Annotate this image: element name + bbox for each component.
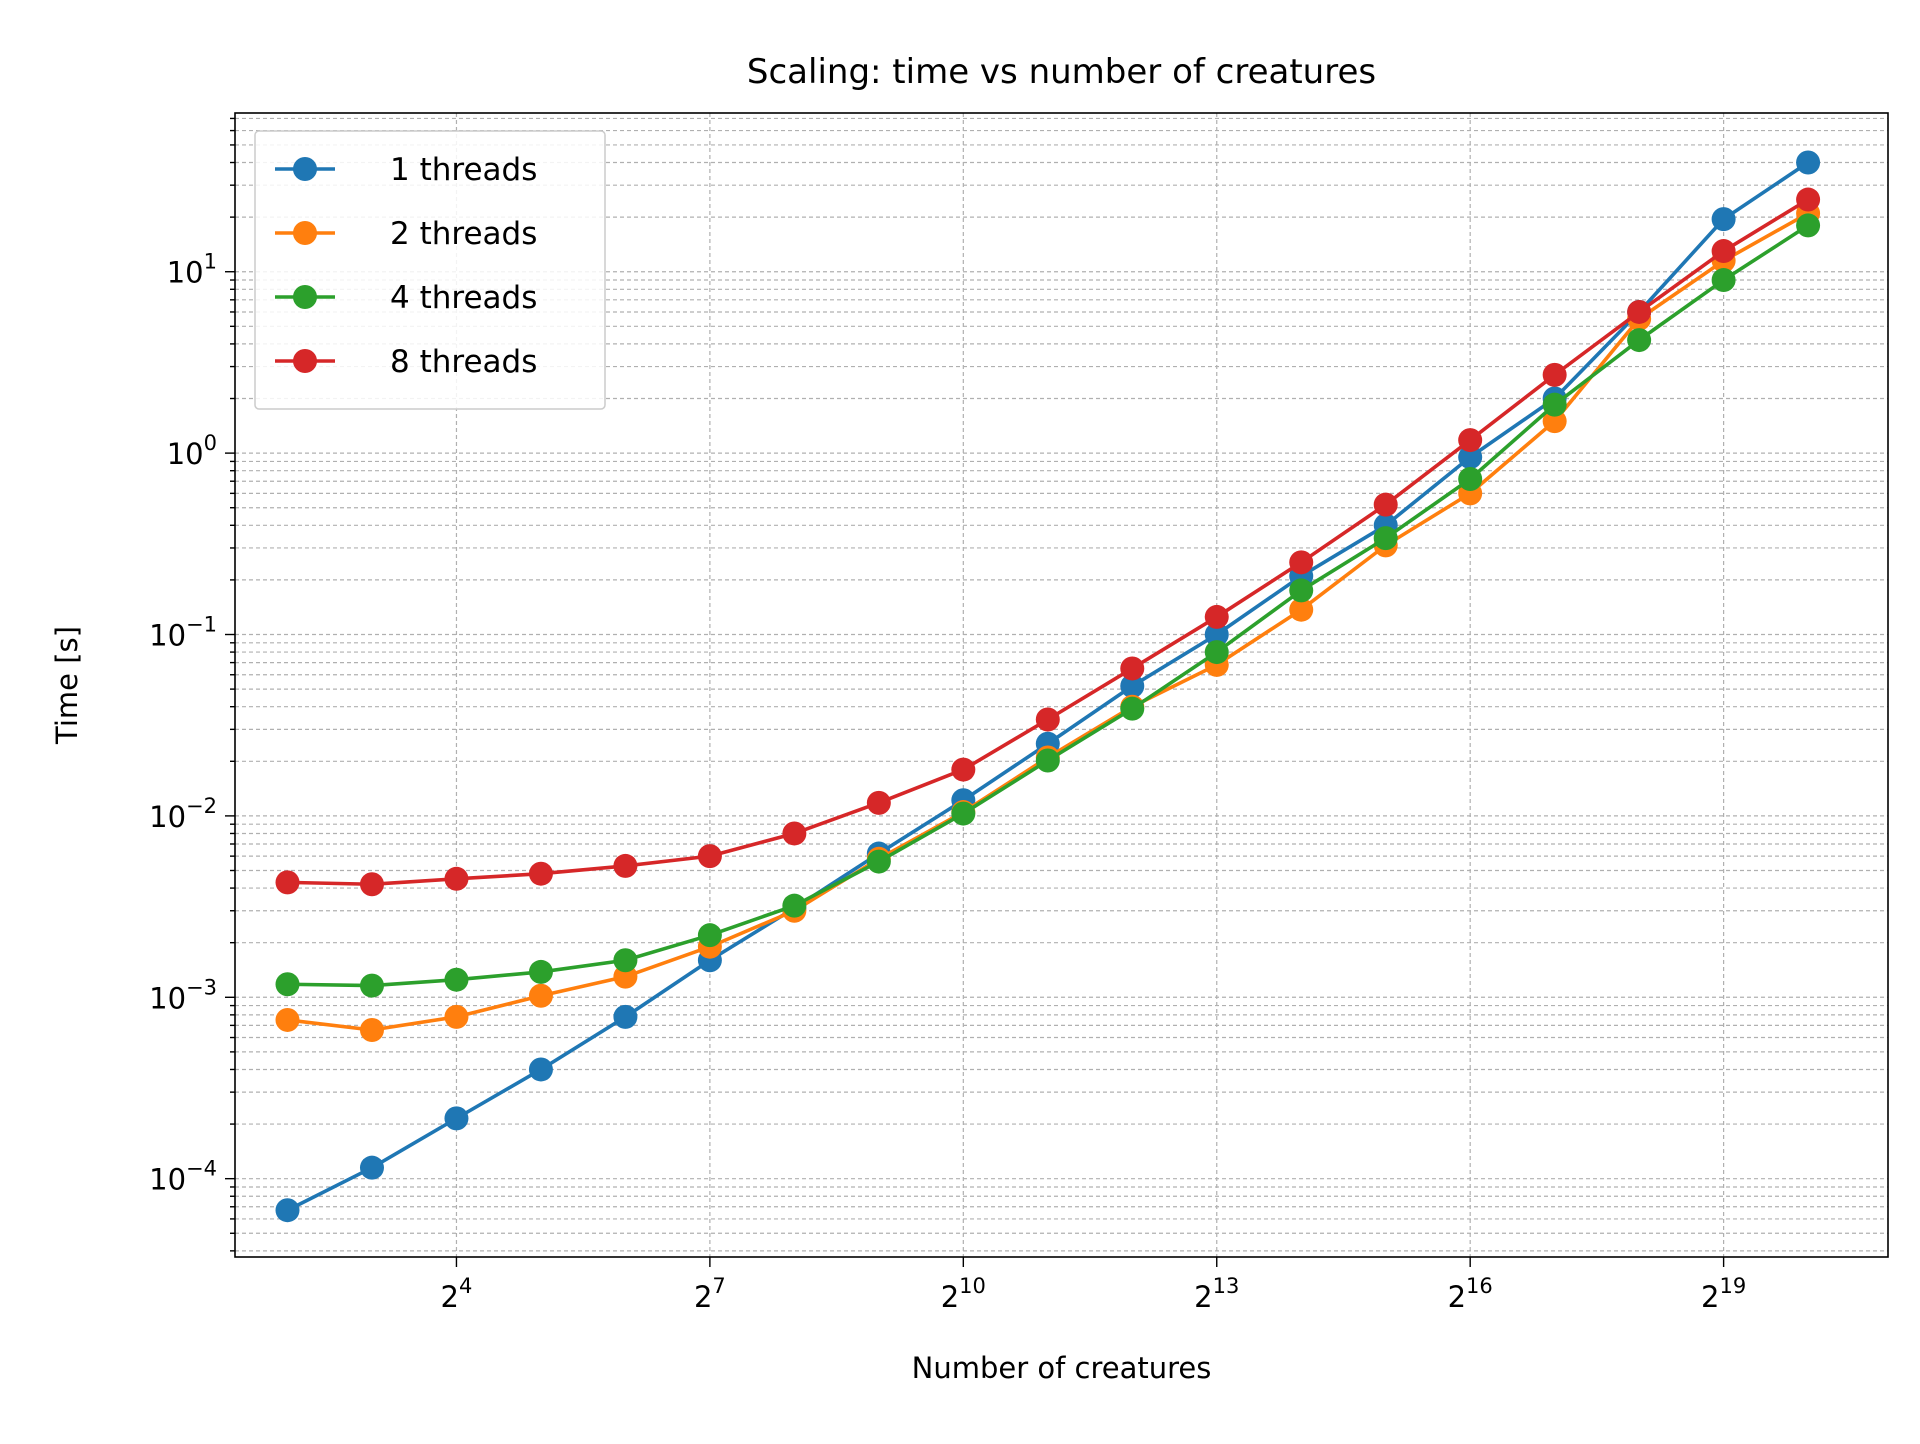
data-point bbox=[1542, 392, 1567, 417]
legend-label: 4 threads bbox=[390, 280, 537, 316]
data-point bbox=[951, 757, 976, 782]
legend-swatch-marker bbox=[293, 221, 317, 245]
y-tick-label: 10−4 bbox=[149, 1157, 217, 1197]
data-point bbox=[275, 870, 300, 895]
data-point bbox=[1796, 187, 1821, 212]
data-point bbox=[1373, 492, 1398, 517]
data-point bbox=[444, 1004, 469, 1029]
data-point bbox=[1120, 656, 1145, 681]
x-tick-label: 210 bbox=[941, 1274, 986, 1314]
data-point bbox=[1542, 362, 1567, 387]
series-4 bbox=[275, 187, 1821, 897]
data-point bbox=[275, 1007, 300, 1032]
data-point bbox=[275, 1198, 300, 1223]
data-point bbox=[782, 821, 807, 846]
legend: 1 threads 2 threads 4 threads 8 threads bbox=[254, 130, 606, 410]
data-point bbox=[951, 801, 976, 826]
y-tick-label: 10−2 bbox=[149, 794, 217, 834]
legend-label: 2 threads bbox=[390, 216, 537, 252]
data-point bbox=[1711, 207, 1736, 232]
data-point bbox=[528, 959, 553, 984]
data-point bbox=[1458, 466, 1483, 491]
y-tick-label: 10−3 bbox=[149, 975, 217, 1015]
data-point bbox=[1120, 674, 1145, 699]
x-axis-label: Number of creatures bbox=[912, 1351, 1212, 1385]
x-tick-label: 216 bbox=[1448, 1274, 1493, 1314]
legend-swatch-marker bbox=[293, 285, 317, 309]
data-point bbox=[444, 1106, 469, 1131]
data-point bbox=[613, 948, 638, 973]
data-point bbox=[1458, 428, 1483, 453]
legend-swatch-marker bbox=[293, 157, 317, 181]
data-point bbox=[1627, 299, 1652, 324]
legend-label: 1 threads bbox=[390, 152, 537, 188]
data-point bbox=[1796, 213, 1821, 238]
x-tick-label: 219 bbox=[1701, 1274, 1746, 1314]
data-point bbox=[1542, 409, 1567, 434]
data-point bbox=[613, 853, 638, 878]
data-point bbox=[1204, 604, 1229, 629]
data-point bbox=[359, 1155, 384, 1180]
legend-box bbox=[254, 130, 606, 410]
data-point bbox=[359, 872, 384, 897]
data-point bbox=[1289, 597, 1314, 622]
legend-swatch-marker bbox=[293, 349, 317, 373]
data-point bbox=[1035, 707, 1060, 732]
data-point bbox=[1204, 640, 1229, 665]
data-point bbox=[782, 893, 807, 918]
x-tick-label: 27 bbox=[694, 1274, 726, 1314]
chart-title: Scaling: time vs number of creatures bbox=[747, 52, 1376, 92]
data-point bbox=[359, 973, 384, 998]
y-tick-label: 100 bbox=[167, 431, 217, 471]
data-point bbox=[1458, 445, 1483, 470]
data-point bbox=[275, 972, 300, 997]
legend-item: 2 threads bbox=[275, 216, 537, 252]
data-point bbox=[1711, 239, 1736, 264]
data-point bbox=[866, 849, 891, 874]
legend-item: 8 threads bbox=[275, 344, 537, 380]
data-point bbox=[1204, 622, 1229, 647]
y-axis-label: Time [s] bbox=[50, 626, 84, 745]
data-point bbox=[1796, 150, 1821, 175]
data-point bbox=[528, 861, 553, 886]
data-point bbox=[528, 983, 553, 1008]
data-point bbox=[697, 923, 722, 948]
y-tick-label: 10−1 bbox=[149, 613, 217, 653]
legend-label: 8 threads bbox=[390, 344, 537, 380]
data-point bbox=[1289, 578, 1314, 603]
data-point bbox=[444, 967, 469, 992]
data-point bbox=[1120, 696, 1145, 721]
series-layer bbox=[275, 150, 1821, 1223]
plot-frame bbox=[234, 112, 1889, 1258]
x-tick-label: 24 bbox=[441, 1274, 473, 1314]
series-3 bbox=[275, 213, 1821, 998]
data-point bbox=[359, 1018, 384, 1043]
tick-layer: 10−4 10−3 10−2 10−1 100 101 24 27 210 213 216 219 bbox=[149, 117, 1746, 1314]
data-point bbox=[528, 1057, 553, 1082]
legend-item: 4 threads bbox=[275, 280, 537, 316]
data-point bbox=[866, 790, 891, 815]
data-point bbox=[1373, 526, 1398, 551]
legend-item: 1 threads bbox=[275, 152, 537, 188]
data-point bbox=[444, 866, 469, 891]
data-point bbox=[1289, 550, 1314, 575]
data-point bbox=[1035, 748, 1060, 773]
data-point bbox=[1627, 328, 1652, 353]
data-point bbox=[697, 844, 722, 869]
data-point bbox=[613, 1004, 638, 1029]
y-tick-label: 101 bbox=[167, 250, 217, 290]
data-point bbox=[1711, 268, 1736, 293]
x-tick-label: 213 bbox=[1194, 1274, 1239, 1314]
